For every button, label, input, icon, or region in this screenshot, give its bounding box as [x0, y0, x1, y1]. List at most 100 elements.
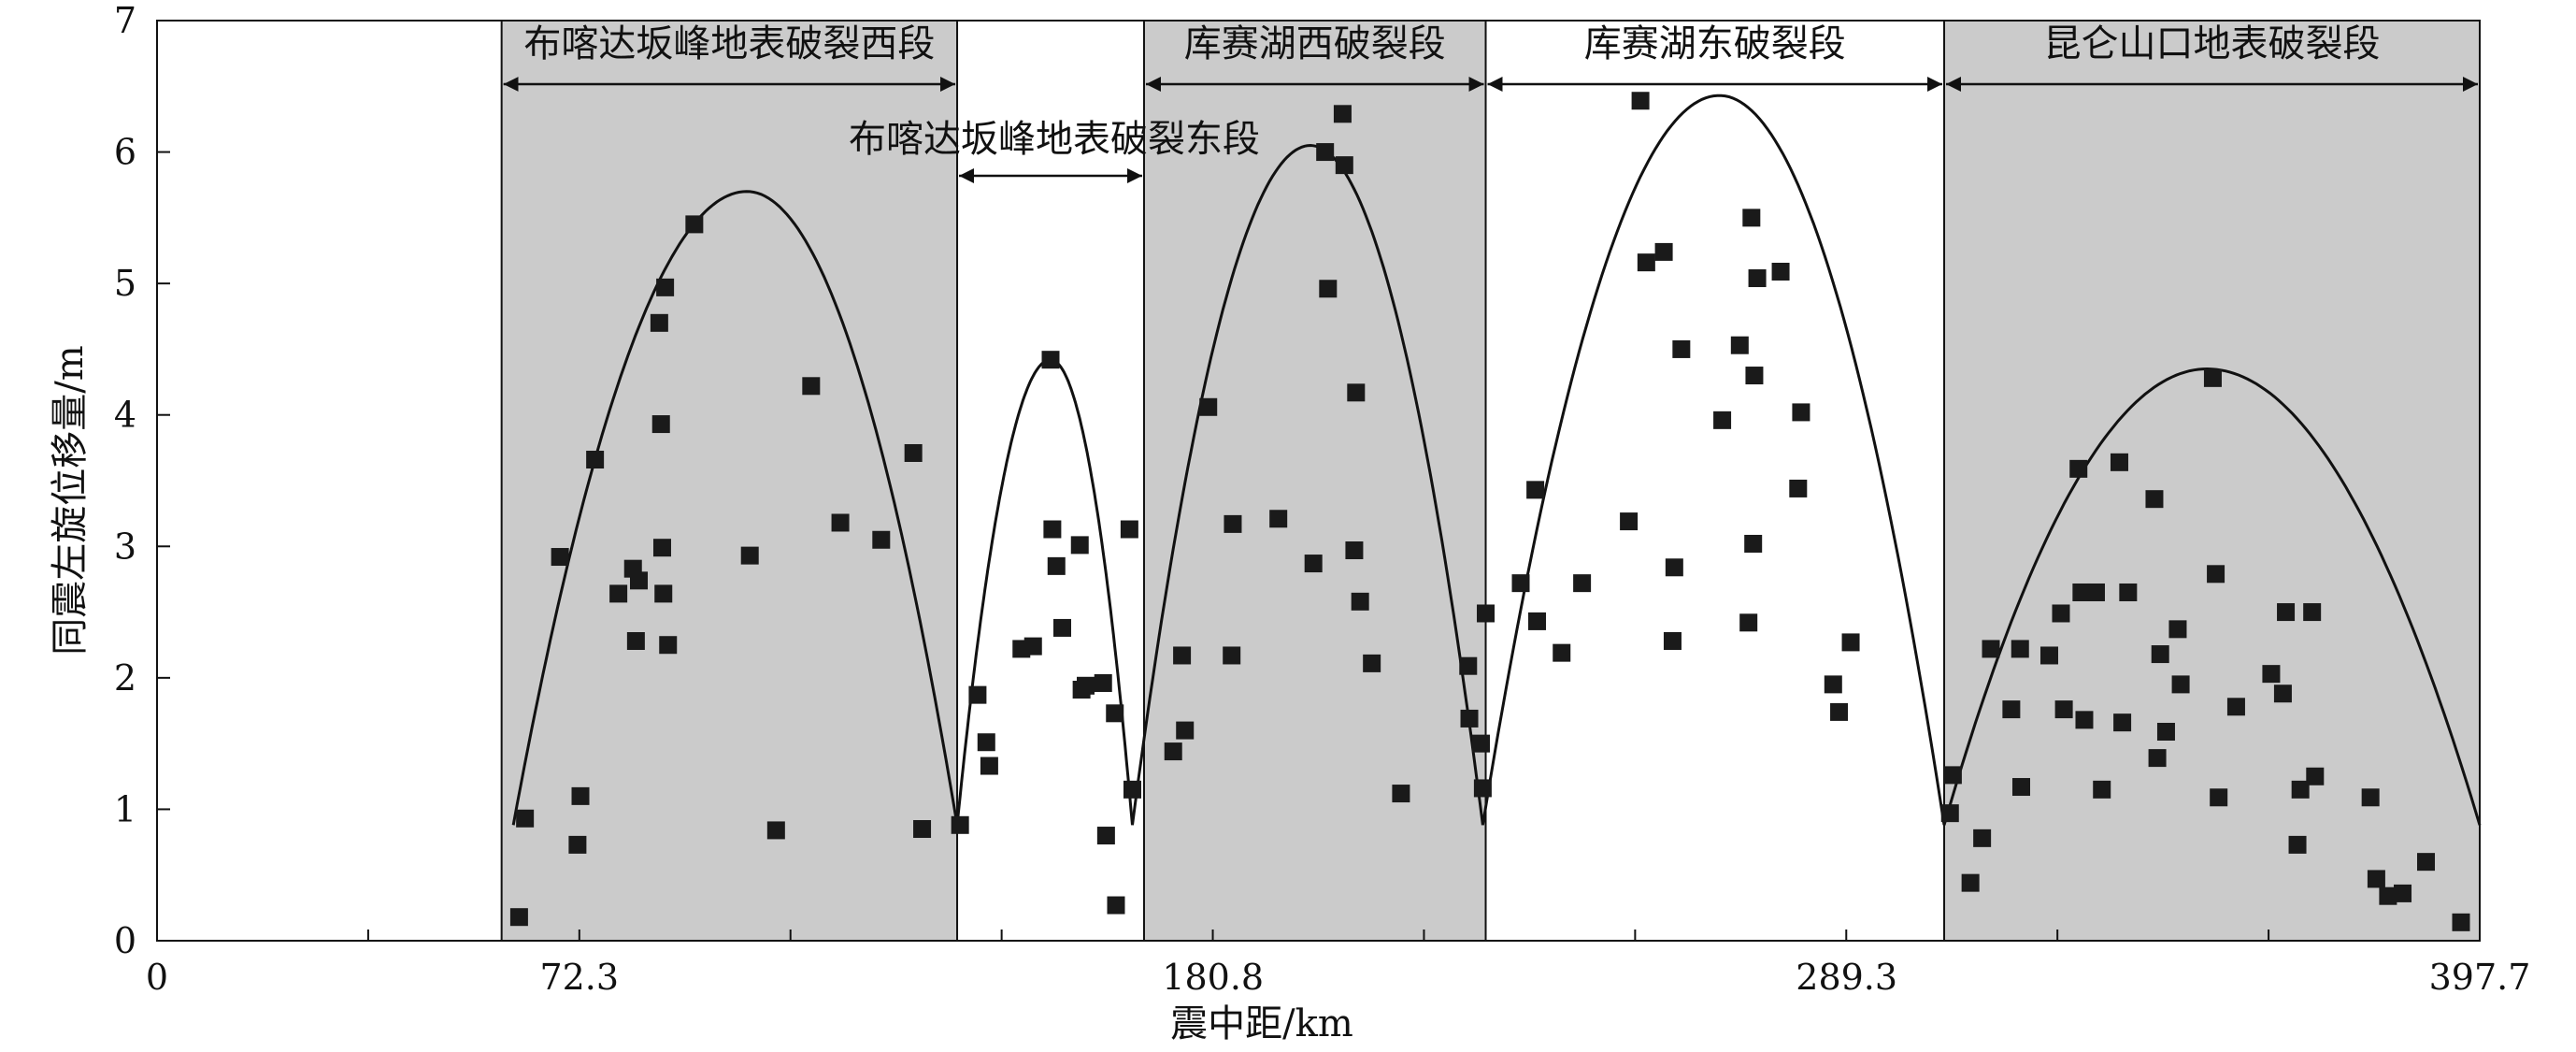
- data-point: [2075, 711, 2094, 729]
- data-point: [2291, 780, 2310, 799]
- data-point: [2119, 583, 2138, 601]
- data-point: [1460, 709, 1479, 728]
- data-point: [2288, 835, 2307, 854]
- data-point: [1053, 618, 1072, 637]
- x-tick-label: 289.3: [1796, 957, 1897, 998]
- envelope-curve-4: [1942, 367, 2482, 826]
- data-point: [1528, 612, 1547, 630]
- data-point: [1771, 262, 1790, 281]
- data-point: [656, 278, 675, 296]
- x-tick-label: 72.3: [539, 957, 619, 998]
- segment-shading: [500, 20, 2481, 942]
- data-point: [1730, 336, 1749, 354]
- data-point: [2093, 780, 2111, 799]
- data-point: [651, 415, 670, 434]
- data-point: [1830, 702, 1849, 721]
- data-point: [1333, 105, 1352, 123]
- data-point: [1107, 896, 1125, 915]
- data-point: [1351, 592, 1369, 611]
- data-point: [1176, 721, 1195, 740]
- data-point: [1347, 383, 1366, 402]
- data-point: [2151, 645, 2169, 664]
- data-point: [1789, 479, 1808, 497]
- data-point: [516, 809, 535, 828]
- data-point: [586, 451, 605, 469]
- data-point: [2379, 886, 2397, 905]
- data-point: [2277, 603, 2296, 622]
- data-point: [1199, 397, 1218, 416]
- data-point: [766, 821, 785, 840]
- data-point: [2394, 884, 2412, 902]
- data-point: [568, 835, 587, 854]
- segment-label-1: 布喀达坂峰地表破裂东段: [849, 118, 1260, 161]
- data-point: [1742, 209, 1761, 227]
- segment-label-0: 布喀达坂峰地表破裂西段: [523, 22, 935, 65]
- data-point: [1739, 613, 1758, 632]
- data-point: [551, 548, 569, 567]
- plot-frame: [156, 20, 2481, 942]
- data-point: [1473, 779, 1492, 798]
- data-point: [2361, 788, 2380, 807]
- data-point: [1792, 403, 1810, 422]
- data-point: [1511, 574, 1530, 593]
- data-point: [1070, 536, 1089, 555]
- segment-label-3: 库赛湖东破裂段: [1584, 22, 1846, 65]
- data-point: [1665, 558, 1683, 577]
- data-point: [2367, 870, 2385, 888]
- data-point: [2226, 698, 2245, 716]
- data-point: [1335, 156, 1353, 175]
- data-point: [1573, 574, 1592, 593]
- data-point: [1164, 742, 1182, 761]
- data-point: [1319, 280, 1338, 298]
- data-point: [1123, 780, 1141, 799]
- data-point: [2086, 583, 2105, 601]
- data-point: [626, 631, 645, 650]
- data-point: [1392, 785, 1410, 803]
- data-point: [1672, 339, 1691, 358]
- data-point: [650, 313, 668, 332]
- data-point: [872, 530, 891, 549]
- y-tick-label: 5: [114, 263, 136, 304]
- envelope-curve-2: [1131, 143, 1484, 826]
- data-point: [2039, 646, 2058, 665]
- y-tick-label: 0: [114, 920, 136, 961]
- segment-label-2: 库赛湖西破裂段: [1184, 22, 1446, 65]
- envelope-curve-1: [955, 358, 1134, 826]
- data-point: [2110, 453, 2128, 471]
- data-point: [802, 377, 821, 396]
- y-tick-label: 6: [114, 132, 136, 173]
- y-tick-label: 1: [114, 788, 136, 829]
- data-point: [2273, 685, 2292, 703]
- data-point: [2113, 713, 2132, 732]
- data-point: [1224, 514, 1242, 533]
- data-point: [629, 571, 648, 590]
- y-tick-label: 3: [114, 526, 136, 567]
- data-point: [2417, 853, 2436, 872]
- data-point: [1345, 541, 1364, 560]
- data-point: [2303, 603, 2322, 622]
- data-point: [1269, 510, 1288, 528]
- data-point: [951, 815, 969, 834]
- segment-label-4: 昆仑山口地表破裂段: [2044, 22, 2381, 65]
- data-point: [1961, 873, 1980, 892]
- data-point: [977, 733, 995, 752]
- data-point: [2011, 778, 2030, 797]
- data-point: [1223, 646, 1241, 665]
- data-point: [2207, 565, 2225, 584]
- data-point: [913, 820, 932, 839]
- data-point: [659, 636, 678, 655]
- data-point: [980, 757, 998, 775]
- data-point: [740, 546, 759, 565]
- data-point: [1094, 673, 1112, 692]
- y-tick-label: 4: [114, 395, 136, 436]
- data-point: [1120, 520, 1138, 539]
- y-axis-title: 同震左旋位移量/m: [49, 345, 92, 655]
- data-point: [654, 584, 673, 603]
- data-point: [2203, 368, 2222, 387]
- data-point: [685, 215, 704, 234]
- data-point: [1940, 804, 1959, 823]
- y-tick-label: 2: [114, 657, 136, 699]
- data-point: [2072, 583, 2091, 601]
- data-point: [1043, 520, 1062, 539]
